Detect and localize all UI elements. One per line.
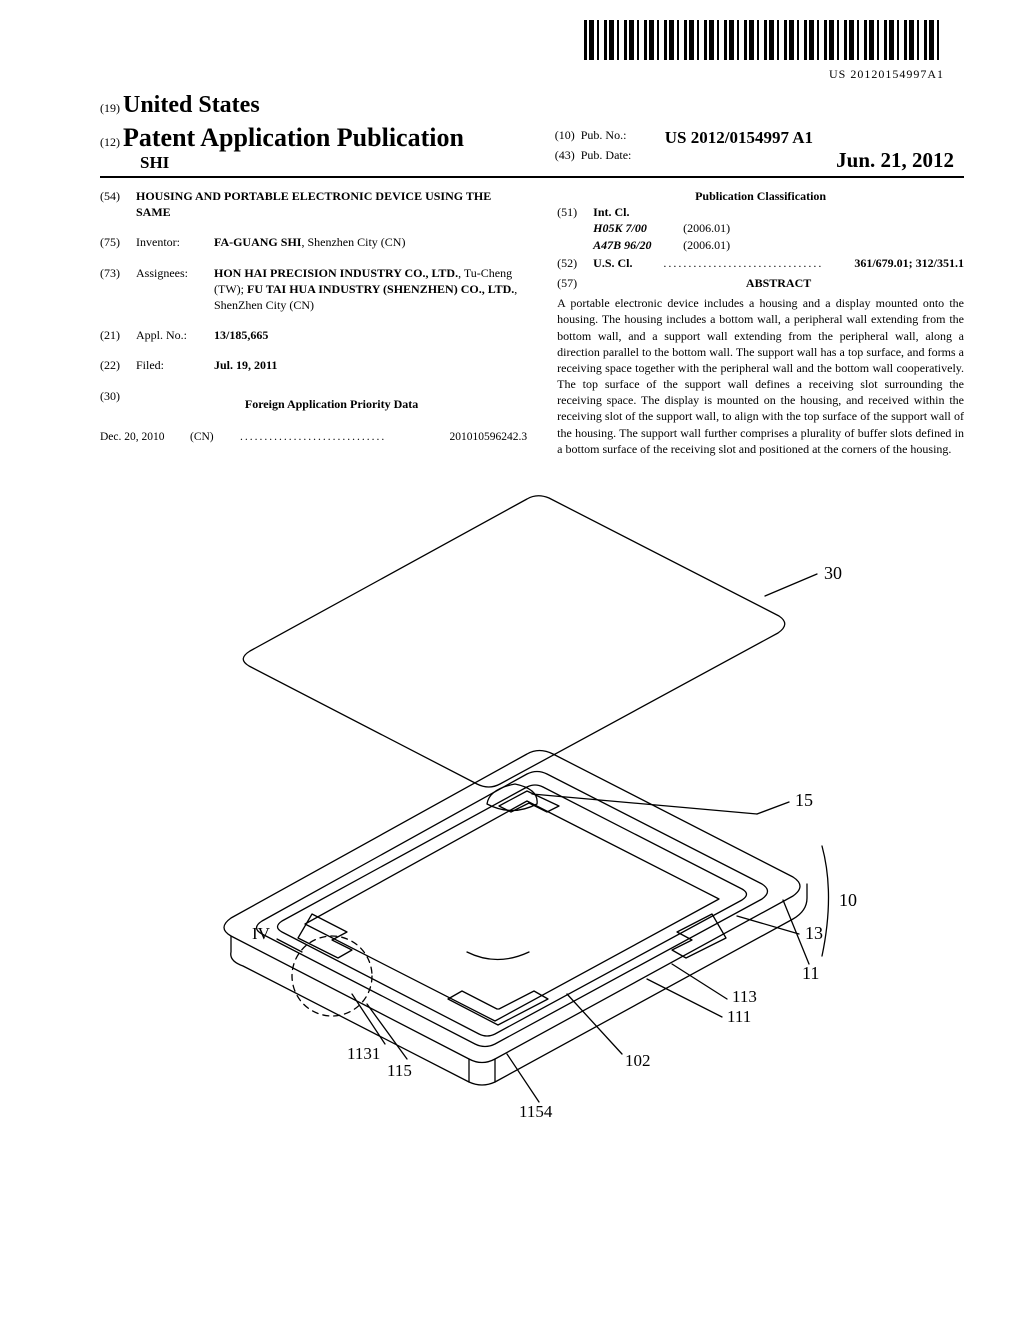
- priority-country: (CN): [190, 430, 240, 446]
- filed-label: Filed:: [136, 357, 214, 373]
- publication-number: US 2012/0154997 A1: [665, 128, 964, 148]
- pubdate-label: Pub. Date:: [581, 148, 632, 162]
- code-19: (19): [100, 101, 120, 115]
- publication-date: Jun. 21, 2012: [665, 148, 964, 173]
- barcode: [584, 20, 944, 60]
- code-10: (10): [555, 128, 575, 142]
- header: (19) United States (12) Patent Applicati…: [100, 92, 964, 173]
- code-22: (22): [100, 357, 136, 373]
- pub-class-heading: Publication Classification: [557, 188, 964, 204]
- priority-date: Dec. 20, 2010: [100, 430, 190, 446]
- code-43: (43): [555, 148, 575, 162]
- divider-thick: [100, 176, 964, 178]
- code-51: (51): [557, 204, 593, 253]
- barcode-text: US 20120154997A1: [100, 67, 944, 82]
- uscl-value: 361/679.01; 312/351.1: [854, 255, 964, 271]
- publication-type: Patent Application Publication: [123, 123, 464, 152]
- ref-13: 13: [805, 923, 823, 943]
- ref-10: 10: [839, 890, 857, 910]
- abstract-heading: ABSTRACT: [746, 276, 811, 290]
- country: United States: [123, 92, 260, 118]
- intcl-label: Int. Cl.: [593, 205, 629, 219]
- author-surname: SHI: [140, 153, 530, 173]
- ref-1131: 1131: [347, 1044, 380, 1063]
- code-75: (75): [100, 234, 136, 250]
- filed-date: Jul. 19, 2011: [214, 358, 277, 372]
- invention-title: HOUSING AND PORTABLE ELECTRONIC DEVICE U…: [136, 188, 527, 220]
- pubno-label: Pub. No.:: [581, 128, 627, 142]
- code-57: (57): [557, 275, 593, 291]
- inventor-location: , Shenzhen City (CN): [301, 235, 405, 249]
- assignees-label: Assignees:: [136, 265, 214, 314]
- intcl-2: A47B 96/20: [593, 237, 683, 253]
- assignees-value: HON HAI PRECISION INDUSTRY CO., LTD., Tu…: [214, 265, 527, 314]
- code-73: (73): [100, 265, 136, 314]
- intcl-1-ver: (2006.01): [683, 220, 730, 236]
- code-54: (54): [100, 188, 136, 220]
- intcl-2-ver: (2006.01): [683, 237, 730, 253]
- uscl-label: U.S. Cl.: [593, 255, 632, 271]
- ref-11: 11: [802, 963, 819, 983]
- ref-111: 111: [727, 1007, 751, 1026]
- ref-115: 115: [387, 1061, 412, 1080]
- ref-1154: 1154: [519, 1102, 553, 1121]
- ref-15: 15: [795, 790, 813, 810]
- leader-dots-2: ................................: [633, 255, 855, 271]
- code-30: (30): [100, 388, 136, 416]
- ref-113: 113: [732, 987, 757, 1006]
- ref-30: 30: [824, 563, 842, 583]
- intcl-1: H05K 7/00: [593, 220, 683, 236]
- foreign-priority-heading: Foreign Application Priority Data: [136, 396, 527, 412]
- barcode-region: US 20120154997A1: [100, 20, 964, 82]
- priority-number: 201010596242.3: [450, 430, 528, 446]
- code-12: (12): [100, 135, 120, 149]
- application-number: 13/185,665: [214, 328, 268, 342]
- bibliographic-data: (54) HOUSING AND PORTABLE ELECTRONIC DEV…: [100, 188, 964, 459]
- assignee-2: FU TAI HUA INDUSTRY (SHENZHEN) CO., LTD.: [247, 282, 514, 296]
- ref-IV: IV: [252, 924, 271, 943]
- inventor-label: Inventor:: [136, 234, 214, 250]
- inventor-name: FA-GUANG SHI: [214, 235, 301, 249]
- abstract-text: A portable electronic device includes a …: [557, 295, 964, 457]
- leader-dots: ..............................: [240, 430, 450, 446]
- applno-label: Appl. No.:: [136, 327, 214, 343]
- patent-figure: 30: [100, 484, 964, 1139]
- assignee-1: HON HAI PRECISION INDUSTRY CO., LTD.: [214, 266, 458, 280]
- code-52: (52): [557, 255, 593, 271]
- code-21: (21): [100, 327, 136, 343]
- ref-102: 102: [625, 1051, 651, 1070]
